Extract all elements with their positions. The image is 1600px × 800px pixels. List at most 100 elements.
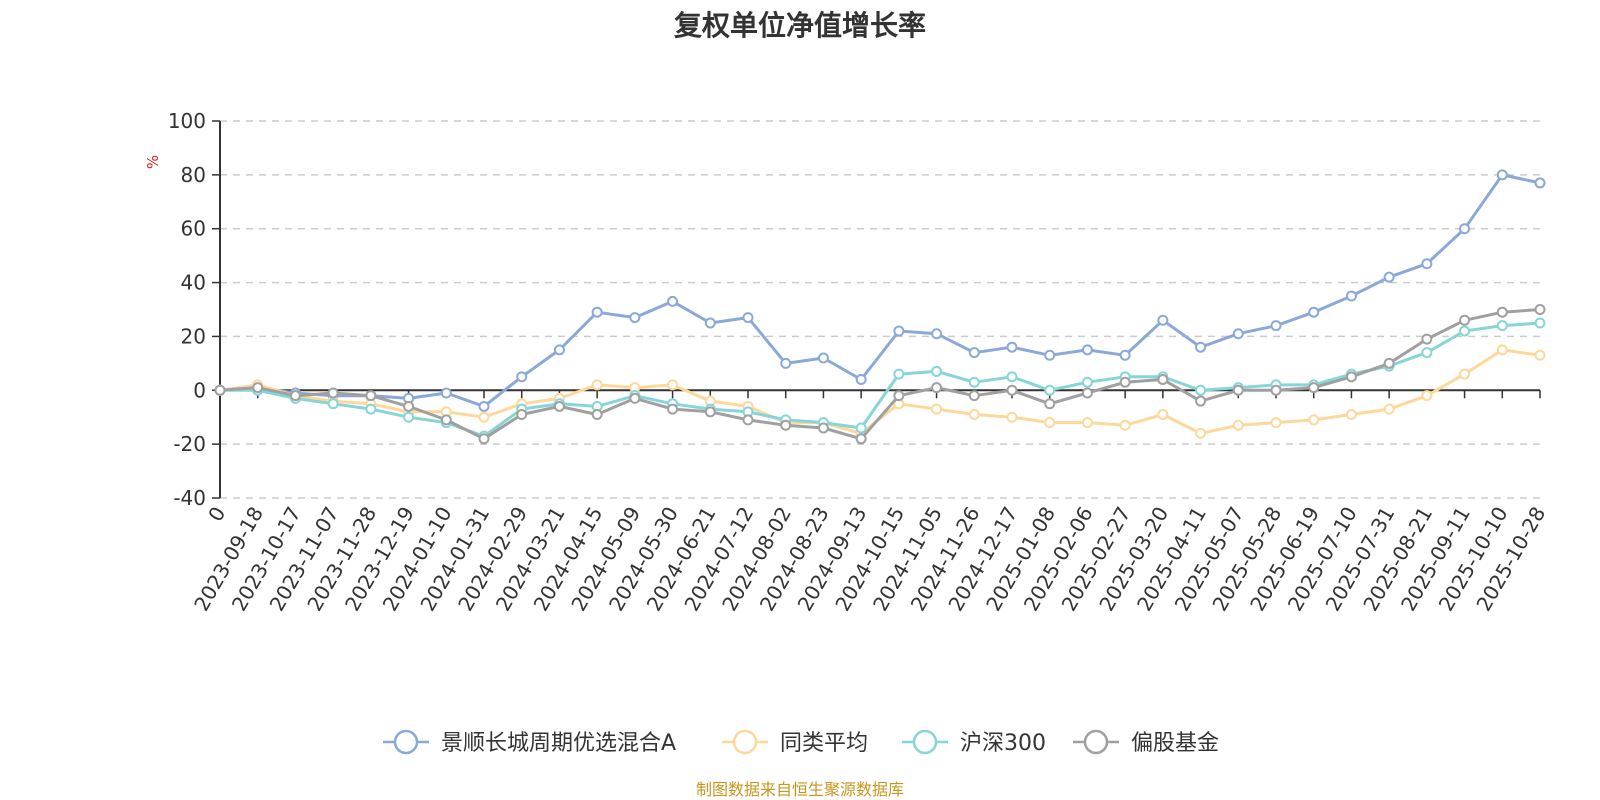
series-3-point xyxy=(1119,376,1131,388)
series-3-point xyxy=(1383,357,1395,369)
series-2-point xyxy=(1421,347,1433,359)
series-1-point xyxy=(1459,368,1471,380)
series-3-point xyxy=(1270,384,1282,396)
legend-circle-marker xyxy=(393,729,419,755)
series-1-point xyxy=(1195,427,1207,439)
series-2-point xyxy=(968,376,980,388)
series-2-point xyxy=(403,411,415,423)
series-1-point xyxy=(591,379,603,391)
legend[interactable]: 景顺长城周期优选混合A 同类平均 沪深300 偏股基金 xyxy=(383,729,1219,756)
series-0-point xyxy=(968,347,980,359)
series-3-point xyxy=(1421,333,1433,345)
series-0-point xyxy=(1308,306,1320,318)
series-lines xyxy=(214,169,1546,445)
series-3-point xyxy=(591,409,603,421)
series-3-point xyxy=(440,414,452,426)
series-0-point xyxy=(440,387,452,399)
series-1-point xyxy=(1534,349,1546,361)
series-3-point xyxy=(968,390,980,402)
legend-item-3[interactable]: 偏股基金 xyxy=(1073,729,1219,756)
series-0-point xyxy=(1119,349,1131,361)
series-2-point xyxy=(327,398,339,410)
series-1-point xyxy=(667,379,679,391)
y-axis-unit: % xyxy=(144,155,162,169)
series-3-point xyxy=(1195,395,1207,407)
series-3-point xyxy=(742,414,754,426)
series-3-point xyxy=(667,403,679,415)
legend-circle-marker xyxy=(732,729,758,755)
legend-circle-marker xyxy=(912,729,938,755)
series-3-point xyxy=(1345,371,1357,383)
series-0-point xyxy=(478,400,490,412)
legend-label: 偏股基金 xyxy=(1131,731,1219,756)
series-1-point xyxy=(1081,417,1093,429)
series-1-point xyxy=(1345,409,1357,421)
series-0-point xyxy=(1195,341,1207,353)
series-0-point xyxy=(1383,271,1395,283)
y-axis-ticks: 100 80 60 40 20 0 -20 -40 xyxy=(168,109,206,510)
series-2-point xyxy=(1195,384,1207,396)
series-1-point xyxy=(931,403,943,415)
series-3-point xyxy=(780,419,792,431)
series-3-point xyxy=(327,387,339,399)
series-3-point xyxy=(252,382,264,394)
series-2-point xyxy=(1044,384,1056,396)
series-0-point xyxy=(855,374,867,386)
legend-item-1[interactable]: 同类平均 xyxy=(722,729,868,756)
series-0-point xyxy=(1345,290,1357,302)
series-3-point xyxy=(403,400,415,412)
series-1-point xyxy=(1270,417,1282,429)
series-3-point xyxy=(1157,374,1169,386)
legend-item-0[interactable]: 景顺长城周期优选混合A xyxy=(383,729,676,756)
series-line-3 xyxy=(219,308,1541,441)
legend-item-2[interactable]: 沪深300 xyxy=(902,729,1046,756)
series-3-point xyxy=(704,406,716,418)
series-1-point xyxy=(1496,344,1508,356)
y-tick-label: 60 xyxy=(181,217,206,241)
series-3-point xyxy=(553,400,565,412)
series-0-point xyxy=(1421,258,1433,270)
series-0-point xyxy=(1006,341,1018,353)
x-axis-ticks: 02023-09-182023-10-172023-11-072023-11-2… xyxy=(189,502,1550,615)
series-3-point xyxy=(1534,304,1546,315)
series-1-point xyxy=(478,411,490,423)
series-line-0 xyxy=(219,173,1541,408)
grid-lines xyxy=(220,120,1540,499)
series-0-point xyxy=(1496,169,1508,181)
legend-circle-marker xyxy=(1083,729,1109,755)
series-0-point xyxy=(1157,314,1169,326)
series-0-point xyxy=(1270,320,1282,332)
series-3-point xyxy=(893,390,905,402)
series-3-point xyxy=(365,390,377,402)
series-3-point xyxy=(931,382,943,394)
series-2-point xyxy=(1006,371,1018,383)
series-3-point xyxy=(1496,306,1508,318)
series-0-point xyxy=(817,352,829,364)
series-2-point xyxy=(1081,376,1093,388)
series-0-point xyxy=(742,312,754,324)
series-0-point xyxy=(931,328,943,340)
legend-label: 沪深300 xyxy=(960,731,1046,756)
y-tick-label: -20 xyxy=(173,432,206,456)
series-2-point xyxy=(855,422,867,434)
series-3-point xyxy=(1232,384,1244,396)
series-1-point xyxy=(1157,409,1169,421)
series-0-point xyxy=(1044,349,1056,361)
series-3-point xyxy=(478,433,490,445)
series-1-point xyxy=(1044,417,1056,429)
series-3-point xyxy=(289,390,301,402)
y-tick-label: -40 xyxy=(173,486,206,510)
series-0-point xyxy=(1459,223,1471,235)
series-2-point xyxy=(1496,320,1508,332)
series-3-point xyxy=(629,392,641,404)
series-1-point xyxy=(1308,414,1320,426)
legend-label: 景顺长城周期优选混合A xyxy=(441,731,676,756)
series-2-point xyxy=(1534,317,1546,329)
x-tick-label: 0 xyxy=(203,503,230,526)
series-0-point xyxy=(893,325,905,337)
y-tick-label: 100 xyxy=(168,109,206,133)
series-0-point xyxy=(1534,177,1546,189)
legend-label: 同类平均 xyxy=(780,731,868,756)
series-0-point xyxy=(553,344,565,356)
